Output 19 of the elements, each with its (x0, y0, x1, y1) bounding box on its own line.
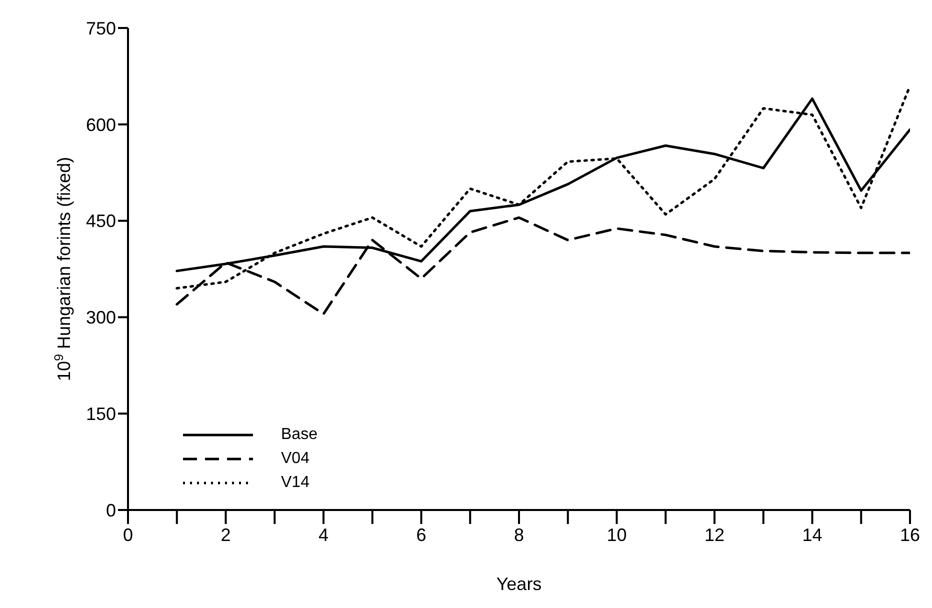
x-tick-label: 2 (220, 524, 231, 545)
legend-label: V04 (281, 450, 310, 468)
x-tick-label: 16 (900, 524, 920, 545)
y-tick-label: 750 (86, 18, 116, 38)
y-tick-label: 600 (86, 114, 116, 135)
legend-label: Base (281, 426, 318, 444)
x-tick-label: 0 (122, 524, 134, 545)
y-tick-label: 450 (86, 211, 116, 232)
x-tick-label: 8 (514, 524, 524, 545)
y-tick-label: 150 (86, 404, 116, 424)
x-tick-label: 14 (802, 524, 822, 545)
x-tick-label: 10 (606, 524, 627, 545)
x-tick-label: 12 (704, 524, 725, 545)
y-tick-label: 300 (86, 308, 116, 328)
y-tick-label: 0 (106, 500, 116, 520)
legend-label: V14 (281, 474, 310, 492)
x-axis-title: Years (496, 574, 542, 594)
x-tick-label: 4 (318, 524, 329, 545)
x-tick-label: 6 (416, 524, 426, 545)
